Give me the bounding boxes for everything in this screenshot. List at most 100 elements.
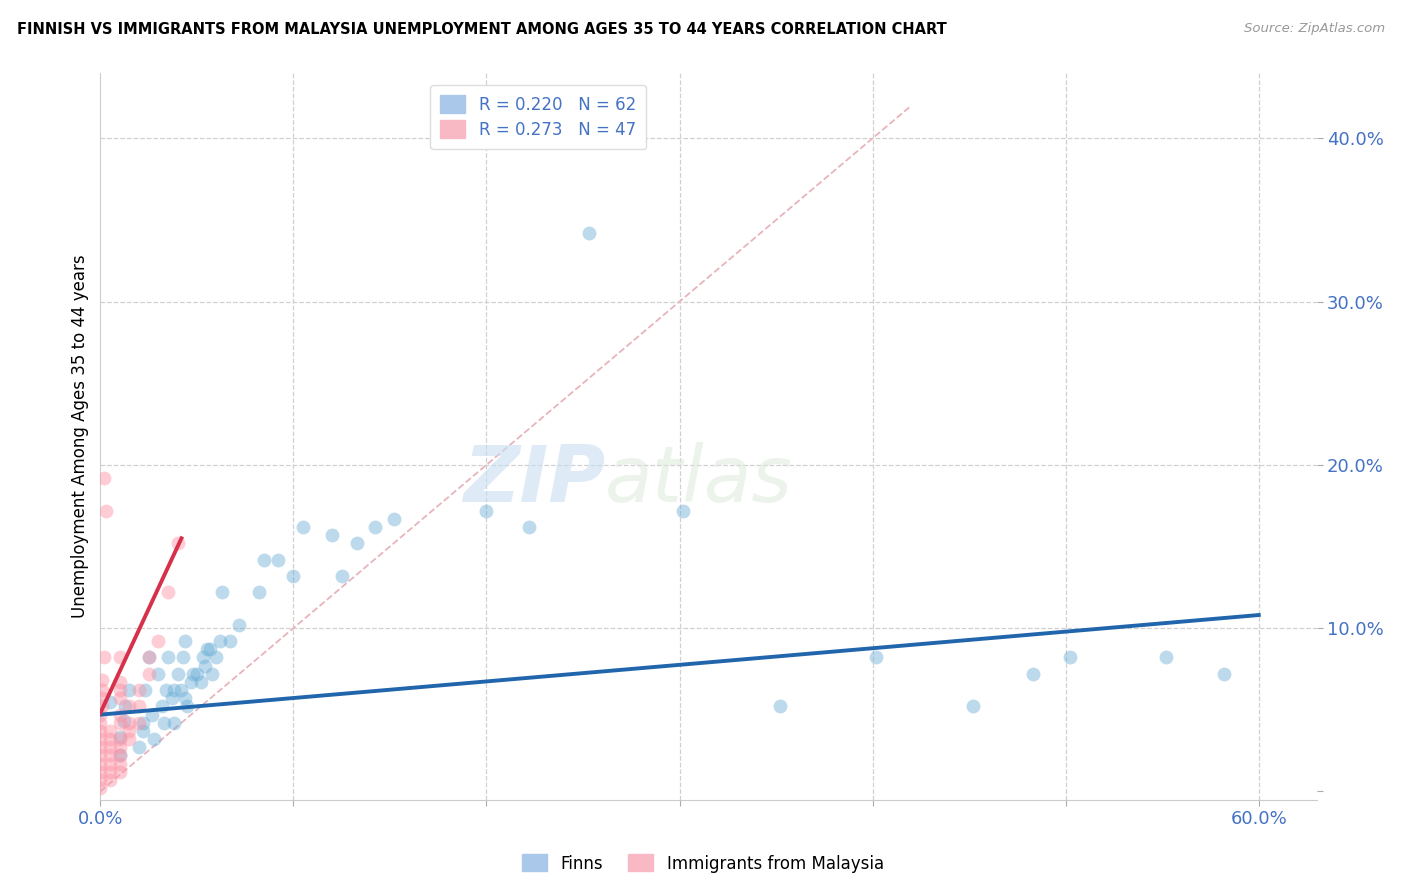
Point	[108, 707, 131, 722]
Point	[247, 585, 270, 599]
Point	[205, 650, 228, 665]
Point	[172, 650, 194, 665]
Point	[156, 650, 179, 665]
Point	[253, 552, 276, 566]
Point	[138, 666, 160, 681]
Point	[89, 723, 111, 738]
Legend: Finns, Immigrants from Malaysia: Finns, Immigrants from Malaysia	[516, 847, 890, 880]
Point	[138, 650, 160, 665]
Point	[98, 764, 121, 779]
Point	[163, 683, 186, 698]
Point	[93, 471, 115, 485]
Point	[134, 683, 156, 698]
Y-axis label: Unemployment Among Ages 35 to 44 years: Unemployment Among Ages 35 to 44 years	[72, 254, 89, 618]
Point	[112, 714, 135, 728]
Legend: R = 0.220   N = 62, R = 0.273   N = 47: R = 0.220 N = 62, R = 0.273 N = 47	[430, 85, 645, 149]
Point	[98, 740, 121, 755]
Point	[128, 740, 150, 755]
Point	[150, 699, 173, 714]
Point	[89, 732, 111, 747]
Point	[672, 503, 695, 517]
Point	[1154, 650, 1177, 665]
Point	[89, 707, 111, 722]
Point	[186, 666, 208, 681]
Point	[160, 691, 183, 706]
Point	[155, 683, 177, 698]
Point	[91, 673, 114, 688]
Point	[108, 691, 131, 706]
Point	[174, 691, 197, 706]
Point	[108, 675, 131, 690]
Point	[517, 520, 540, 534]
Point	[98, 695, 121, 709]
Point	[98, 756, 121, 771]
Point	[108, 683, 131, 698]
Point	[108, 748, 131, 763]
Point	[89, 772, 111, 787]
Point	[865, 650, 887, 665]
Point	[128, 715, 150, 730]
Point	[118, 699, 141, 714]
Point	[330, 569, 353, 583]
Point	[1213, 666, 1236, 681]
Point	[166, 666, 188, 681]
Point	[118, 715, 141, 730]
Point	[128, 683, 150, 698]
Point	[148, 666, 170, 681]
Point	[201, 666, 224, 681]
Point	[89, 740, 111, 755]
Point	[108, 764, 131, 779]
Point	[94, 503, 117, 517]
Point	[108, 756, 131, 771]
Point	[195, 642, 218, 657]
Point	[108, 650, 131, 665]
Text: ZIP: ZIP	[463, 442, 605, 518]
Point	[89, 764, 111, 779]
Point	[163, 715, 186, 730]
Point	[132, 723, 155, 738]
Point	[166, 536, 188, 550]
Point	[138, 650, 160, 665]
Point	[98, 772, 121, 787]
Point	[218, 634, 240, 648]
Point	[962, 699, 984, 714]
Text: FINNISH VS IMMIGRANTS FROM MALAYSIA UNEMPLOYMENT AMONG AGES 35 TO 44 YEARS CORRE: FINNISH VS IMMIGRANTS FROM MALAYSIA UNEM…	[17, 22, 946, 37]
Point	[1022, 666, 1045, 681]
Point	[1059, 650, 1081, 665]
Point	[228, 617, 250, 632]
Point	[156, 585, 179, 599]
Point	[292, 520, 315, 534]
Point	[108, 740, 131, 755]
Point	[98, 732, 121, 747]
Point	[89, 781, 111, 796]
Point	[98, 723, 121, 738]
Text: Source: ZipAtlas.com: Source: ZipAtlas.com	[1244, 22, 1385, 36]
Point	[128, 699, 150, 714]
Point	[132, 715, 155, 730]
Point	[211, 585, 233, 599]
Point	[174, 634, 197, 648]
Point	[98, 748, 121, 763]
Point	[209, 634, 232, 648]
Point	[283, 569, 305, 583]
Point	[191, 650, 214, 665]
Point	[321, 528, 343, 542]
Point	[89, 715, 111, 730]
Point	[143, 732, 166, 747]
Point	[190, 675, 212, 690]
Point	[91, 699, 114, 714]
Point	[141, 707, 163, 722]
Point	[114, 699, 136, 714]
Point	[769, 699, 792, 714]
Point	[346, 536, 368, 550]
Point	[475, 503, 498, 517]
Point	[578, 226, 600, 240]
Point	[108, 715, 131, 730]
Point	[267, 552, 290, 566]
Point	[91, 691, 114, 706]
Point	[194, 658, 217, 673]
Point	[108, 732, 131, 747]
Point	[153, 715, 176, 730]
Point	[89, 748, 111, 763]
Point	[180, 675, 202, 690]
